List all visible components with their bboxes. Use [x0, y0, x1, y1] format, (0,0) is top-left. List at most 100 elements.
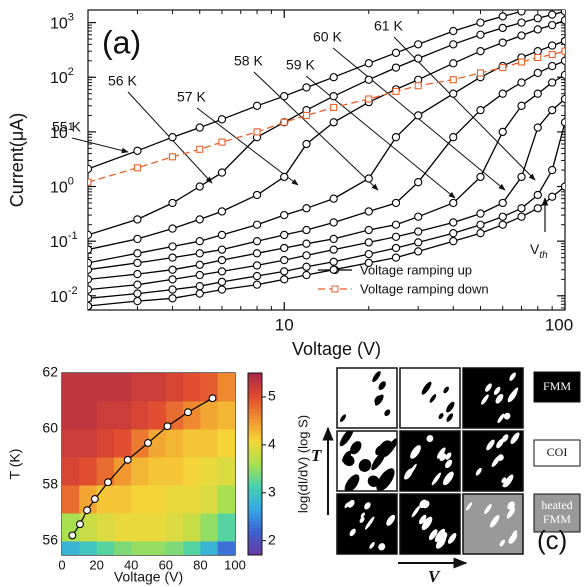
data-marker: [498, 12, 507, 21]
data-marker: [302, 225, 311, 235]
data-marker: [449, 76, 457, 84]
boundary-line: [71, 397, 213, 536]
domain-blob: [426, 435, 434, 443]
boundary-point: [76, 520, 84, 529]
legend-box: [533, 493, 581, 533]
colorbar-slice: [248, 391, 262, 395]
data-marker: [252, 237, 262, 246]
domain-blob: [386, 514, 396, 526]
domain-blob: [437, 447, 446, 459]
domain-blob: [349, 528, 356, 537]
heatmap-cell: [79, 541, 98, 555]
data-marker: [133, 215, 142, 224]
data-marker: [88, 285, 93, 294]
heatmap-cell: [165, 429, 184, 458]
heatmap-cell: [165, 485, 184, 514]
colorbar-slice: [248, 500, 262, 504]
data-marker: [414, 54, 423, 63]
domain-frame: [462, 493, 524, 555]
domain-blob: [495, 393, 504, 404]
boundary-point: [208, 394, 217, 403]
y-tick-base: 10: [50, 125, 68, 142]
x-tick-label: 0: [58, 557, 65, 572]
data-marker: [329, 73, 338, 82]
domain-blob: [508, 535, 516, 544]
domain-frame: [462, 367, 524, 429]
legend-box: [533, 371, 581, 403]
curve-label: 60 K: [313, 29, 342, 45]
data-marker: [391, 63, 401, 72]
y-tick-exponent: 3: [68, 11, 74, 23]
heatmap-cell: [165, 457, 184, 486]
heatmap-cell: [217, 401, 235, 430]
domain-frame: [336, 493, 398, 555]
data-marker: [168, 153, 177, 161]
data-marker: [133, 234, 142, 244]
colorbar-slice: [248, 527, 262, 532]
colorbar-slice: [248, 521, 262, 526]
domain-blob: [475, 467, 482, 476]
data-marker: [392, 87, 400, 95]
colorbar-slice: [248, 382, 262, 386]
heatmap-cell: [217, 541, 235, 555]
boundary-point: [83, 506, 92, 515]
data-marker: [533, 14, 542, 23]
data-marker: [476, 220, 485, 229]
data-marker: [280, 243, 289, 253]
domain-blob: [364, 516, 375, 530]
domain-blob: [446, 413, 454, 422]
data-marker: [449, 26, 458, 36]
data-marker: [364, 174, 373, 183]
colorbar-slice: [248, 533, 262, 538]
data-marker: [195, 270, 204, 280]
domain-blob: [503, 412, 511, 420]
data-marker: [548, 78, 557, 87]
data-marker: [253, 128, 261, 136]
domain-background: [337, 368, 397, 428]
colorbar-slice: [248, 497, 262, 501]
data-marker: [217, 168, 227, 177]
domain-blob: [465, 502, 473, 511]
curve-label: 59 K: [286, 57, 315, 73]
colorbar-frame: [247, 372, 263, 556]
data-marker: [133, 164, 141, 172]
data-marker: [476, 229, 485, 238]
colorbar-slice: [248, 551, 262, 556]
heatmap-cell: [96, 541, 115, 555]
heatmap-cell: [96, 401, 115, 430]
data-marker: [88, 230, 93, 240]
heatmap-cell: [79, 401, 98, 430]
series-line: [88, 10, 522, 170]
data-marker: [548, 165, 557, 175]
heatmap-cell: [131, 541, 149, 555]
panel-label: (c): [537, 525, 567, 555]
heatmap-cell: [131, 485, 149, 514]
domain-blob: [443, 386, 449, 394]
data-marker: [364, 59, 373, 68]
domain-cell: [337, 431, 397, 491]
domain-blob: [410, 445, 421, 459]
heatmap-cell: [131, 373, 149, 402]
heatmap-cell: [131, 513, 149, 542]
data-marker: [561, 47, 565, 55]
domain-blob: [384, 409, 391, 417]
heatmap-cell: [113, 485, 132, 514]
data-marker: [329, 218, 338, 227]
heatmap-cell: [131, 401, 149, 430]
data-marker: [548, 10, 557, 19]
heatmap-cell: [217, 429, 235, 458]
colorbar-slice: [248, 430, 262, 435]
colorbar-slice: [248, 385, 262, 389]
colorbar-slice: [248, 427, 262, 432]
data-marker: [533, 25, 542, 34]
heatmap-cell: [183, 373, 201, 402]
leader-line: [253, 71, 379, 191]
data-marker: [302, 239, 311, 248]
domain-blob: [360, 512, 365, 518]
data-marker: [364, 249, 373, 259]
y-tick-exponent: 0: [68, 175, 74, 187]
colorbar-slice: [248, 460, 262, 465]
domain-blob: [407, 463, 417, 477]
data-marker: [168, 198, 177, 208]
